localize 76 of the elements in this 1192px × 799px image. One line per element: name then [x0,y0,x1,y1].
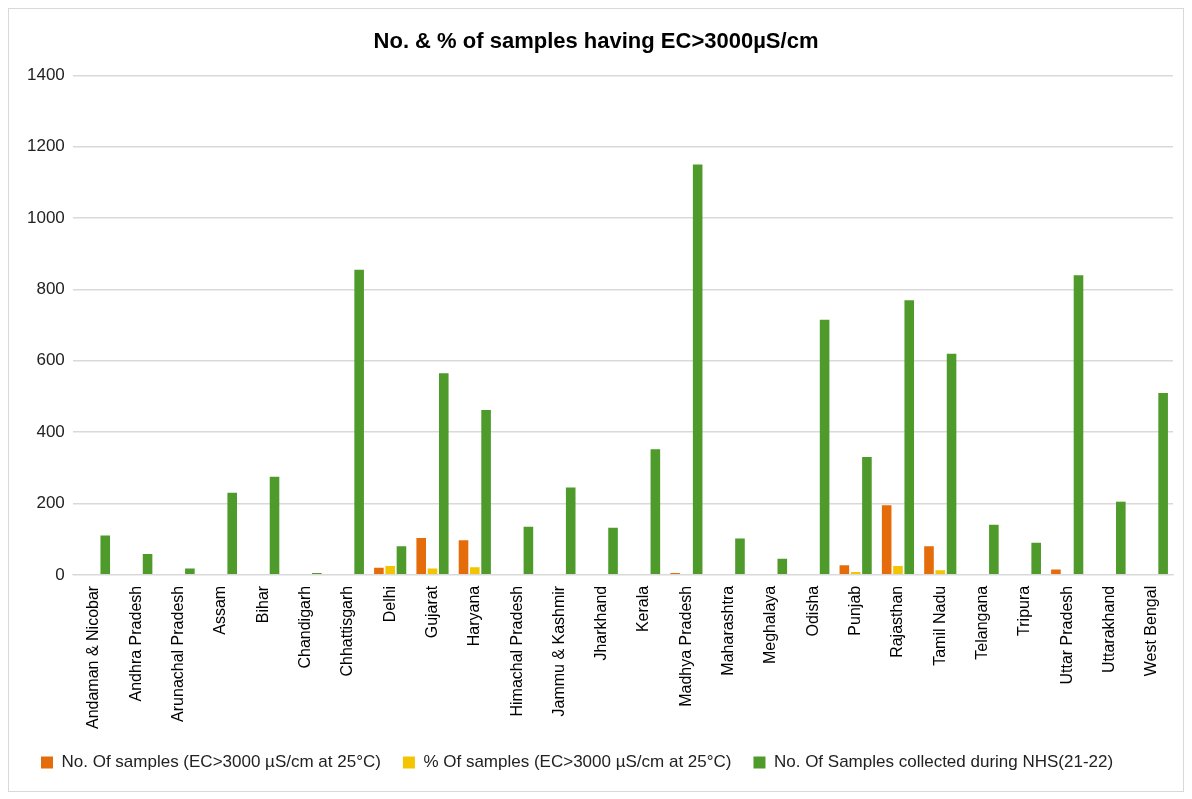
x-tick-label: Andaman & Nicobar [84,585,102,729]
x-tick-label: Bihar [253,585,271,624]
bar [523,526,534,575]
bar [396,546,407,575]
x-tick-label: Uttar Pradesh [1057,585,1075,685]
bar [608,527,618,575]
x-tick-label: Jharkhand [592,585,610,661]
chart-title: No. & % of samples having EC>3000µS/cm [373,28,819,54]
bar [427,568,438,575]
bar [185,568,195,575]
x-tick-label: Andhra Pradesh [126,585,144,702]
bar [893,565,903,575]
y-tick-label: 0 [55,564,65,584]
bar [850,571,861,575]
y-tick-label: 1200 [26,136,65,156]
bar [100,535,111,575]
x-tick-label: Rajasthan [888,585,906,658]
bar [416,538,427,575]
x-tick-label: Telangana [972,585,990,660]
bar [692,164,703,575]
bar [458,540,469,575]
x-tick-label: Tripura [1015,585,1033,636]
x-tick-label: Chandigarh [295,585,313,669]
x-tick-label: Chhattisgarh [338,585,356,677]
bar [650,449,661,575]
bar [354,269,364,575]
legend-label: % Of samples (EC>3000 µS/cm at 25°C) [423,752,732,772]
y-tick-label: 200 [36,493,65,513]
bar [385,565,395,575]
bar [839,565,850,575]
x-tick-label: Assam [211,585,229,635]
bar [438,373,449,575]
bar [269,476,280,575]
x-tick-label: Haryana [465,585,483,647]
bar [819,319,830,575]
x-tick-label: Madhya Pradesh [676,585,694,707]
bar [1051,569,1061,575]
x-tick-label: Uttarakhand [1099,585,1117,673]
bar [735,538,745,575]
y-tick-label: 600 [36,350,65,370]
x-tick-label: Maharashtra [719,585,737,676]
y-tick-label: 400 [36,421,65,441]
x-tick-label: Punjab [846,585,864,636]
x-tick-label: Delhi [380,585,398,623]
bar [904,300,915,575]
x-tick-label: Odisha [803,585,821,637]
x-tick-label: Arunachal Pradesh [169,585,187,722]
x-tick-label: Himachal Pradesh [507,585,525,717]
bar [1116,501,1126,575]
bar [1031,542,1041,575]
x-tick-label: Jammu & Kashmir [549,585,567,717]
bar [1073,275,1084,575]
bar [946,353,957,575]
x-tick-label: Tamil Nadu [930,585,948,666]
bar [481,410,491,575]
bar [924,546,934,575]
bar [227,492,237,575]
bar [862,457,872,575]
x-tick-label: Meghalaya [761,585,779,665]
y-tick-label: 800 [36,279,65,299]
bar [1158,392,1168,575]
y-tick-label: 1000 [26,207,65,227]
bar [935,570,946,575]
bar [881,505,892,575]
bar [565,487,576,575]
bar [142,554,153,575]
bar [989,524,999,575]
bar [777,558,788,575]
bar [374,567,384,575]
y-tick-label: 1400 [26,65,65,85]
legend-label: No. Of Samples collected during NHS(21-22) [773,752,1114,772]
x-tick-label: West Bengal [1142,585,1160,677]
bar [470,567,480,575]
legend-label: No. Of samples (EC>3000 µS/cm at 25°C) [61,752,381,772]
x-tick-label: Kerala [634,585,652,633]
x-tick-label: Gujarat [422,585,440,639]
